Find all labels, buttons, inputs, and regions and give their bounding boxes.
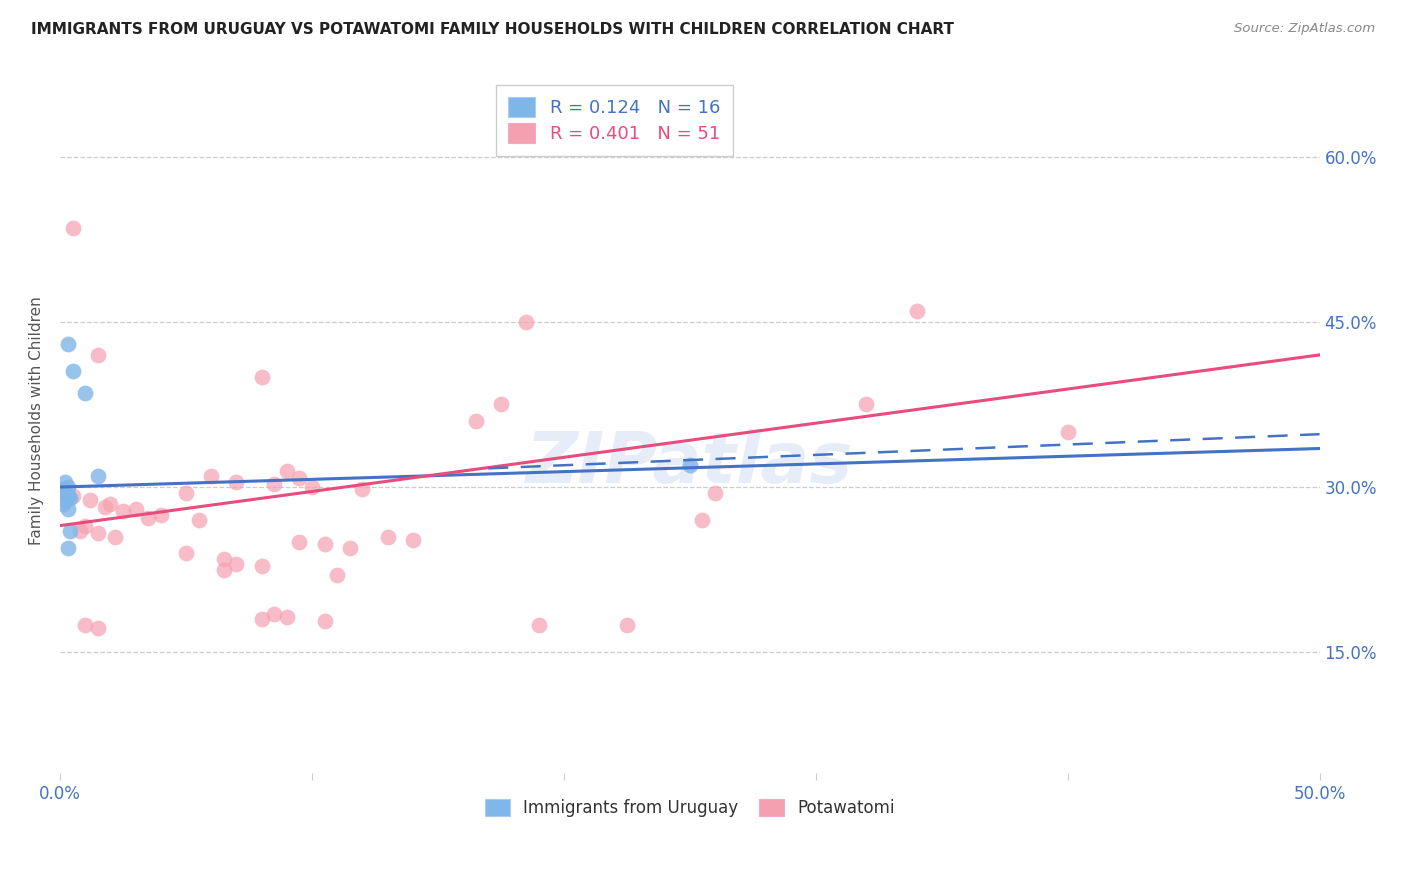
Point — [515, 315, 537, 329]
Point — [679, 458, 702, 472]
Point — [149, 508, 172, 522]
Point — [53, 485, 76, 500]
Point — [174, 485, 197, 500]
Point — [87, 348, 110, 362]
Point — [276, 610, 298, 624]
Point — [59, 524, 82, 538]
Point — [263, 607, 285, 621]
Point — [94, 500, 117, 514]
Point — [212, 563, 235, 577]
Point — [905, 303, 928, 318]
Point — [1056, 425, 1078, 439]
Point — [352, 483, 374, 497]
Point — [69, 524, 91, 538]
Point — [250, 370, 273, 384]
Point — [75, 386, 97, 401]
Point — [288, 535, 311, 549]
Point — [111, 504, 134, 518]
Point — [250, 612, 273, 626]
Point — [616, 617, 638, 632]
Point — [855, 397, 877, 411]
Point — [56, 489, 79, 503]
Point — [212, 551, 235, 566]
Point — [263, 476, 285, 491]
Point — [53, 475, 76, 489]
Point — [56, 541, 79, 555]
Point — [62, 364, 84, 378]
Point — [187, 513, 209, 527]
Point — [464, 414, 486, 428]
Point — [527, 617, 550, 632]
Point — [51, 497, 73, 511]
Point — [276, 464, 298, 478]
Point — [314, 615, 336, 629]
Point — [339, 541, 361, 555]
Point — [62, 489, 84, 503]
Text: IMMIGRANTS FROM URUGUAY VS POTAWATOMI FAMILY HOUSEHOLDS WITH CHILDREN CORRELATIO: IMMIGRANTS FROM URUGUAY VS POTAWATOMI FA… — [31, 22, 953, 37]
Point — [79, 493, 101, 508]
Point — [87, 621, 110, 635]
Point — [225, 475, 247, 489]
Point — [51, 483, 73, 497]
Point — [136, 511, 159, 525]
Point — [59, 491, 82, 505]
Point — [314, 537, 336, 551]
Point — [326, 568, 349, 582]
Text: ZIPatlas: ZIPatlas — [526, 429, 853, 498]
Point — [104, 530, 127, 544]
Point — [377, 530, 399, 544]
Point — [288, 471, 311, 485]
Point — [87, 469, 110, 483]
Point — [250, 559, 273, 574]
Point — [124, 502, 146, 516]
Y-axis label: Family Households with Children: Family Households with Children — [30, 297, 44, 545]
Point — [53, 493, 76, 508]
Point — [200, 469, 222, 483]
Point — [56, 502, 79, 516]
Point — [489, 397, 512, 411]
Point — [174, 546, 197, 560]
Point — [75, 518, 97, 533]
Point — [100, 497, 122, 511]
Point — [301, 480, 323, 494]
Point — [402, 533, 425, 547]
Point — [75, 617, 97, 632]
Legend: Immigrants from Uruguay, Potawatomi: Immigrants from Uruguay, Potawatomi — [477, 790, 903, 825]
Point — [225, 557, 247, 571]
Point — [56, 480, 79, 494]
Text: Source: ZipAtlas.com: Source: ZipAtlas.com — [1234, 22, 1375, 36]
Point — [62, 221, 84, 235]
Point — [87, 526, 110, 541]
Point — [692, 513, 714, 527]
Point — [704, 485, 727, 500]
Point — [56, 337, 79, 351]
